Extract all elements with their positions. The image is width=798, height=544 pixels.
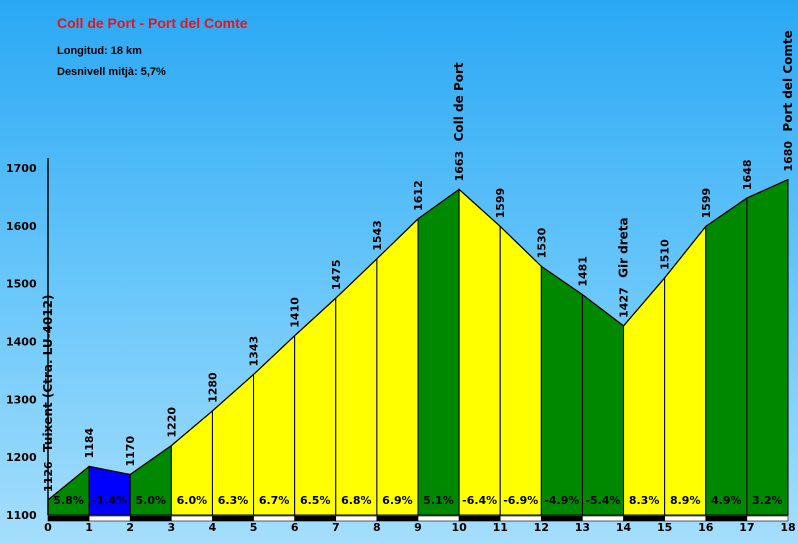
segment-gradient-label: 6.8% [341,494,372,507]
y-tick-label: 1700 [6,162,37,175]
x-tick-label: 11 [493,521,508,534]
segment-gradient-label: 4.9% [711,494,742,507]
profile-segment [417,188,460,516]
elevation-label: 1663 [453,151,466,182]
y-tick-label: 1100 [6,509,37,522]
x-tick-label: 17 [739,521,754,534]
km-strip-block [253,515,295,522]
x-tick-label: 13 [575,521,590,534]
x-tick-label: 4 [209,521,217,534]
elevation-label: 1280 [206,372,219,403]
km-strip-block [47,515,90,522]
chart-title: Coll de Port - Port del Comte [57,15,248,31]
profile-segment [335,257,378,516]
x-tick-label: 16 [698,521,714,534]
segment-gradient-label: 6.5% [300,494,331,507]
elevation-label: 1599 [700,188,713,219]
x-tick-label: 14 [616,521,632,534]
y-tick-label: 1400 [6,336,37,349]
elevation-label: 1481 [576,256,589,287]
length-info: Longitud: 18 km [57,45,142,57]
elevation-label: 1126 [42,461,55,492]
elevation-label: 1680 [782,141,795,172]
profile-segment [540,265,583,516]
y-tick-label: 1600 [6,220,37,233]
segment-gradient-label: 5.1% [423,494,454,507]
x-tick-label: 1 [85,521,93,534]
segment-gradient-label: 6.9% [382,494,413,507]
km-strip-block [376,515,419,522]
elevation-label: 1410 [289,297,302,328]
segment-gradient-label: 8.3% [629,494,660,507]
segment-gradient-label: 5.8% [53,494,84,507]
segment-gradient-label: -6.9% [503,494,538,507]
segment-gradient-label: 6.7% [259,494,290,507]
place-annotation: Tuixent (Ctra. LU-4012) [41,294,55,451]
x-tick-label: 15 [657,521,672,534]
elevation-label: 1510 [659,239,672,270]
profile-segment [499,225,542,516]
x-tick-label: 2 [126,521,134,534]
elevation-label: 1530 [535,227,548,258]
elevation-label: 1612 [412,180,425,211]
x-tick-label: 12 [534,521,549,534]
profile-segment [458,188,501,516]
profile-segment [705,197,748,516]
profile-segment [746,178,789,516]
profile-segment [376,217,419,516]
y-tick-label: 1300 [6,393,37,406]
elevation-label: 1599 [494,188,507,219]
segment-gradient-label: 5.0% [136,494,167,507]
elevation-label: 1170 [124,436,137,467]
x-tick-label: 8 [373,521,381,534]
x-tick-label: 0 [44,521,52,534]
km-strip-block [746,515,789,522]
segment-gradient-label: -1.4% [92,494,127,507]
place-annotation: Gir dreta [617,217,631,278]
elevation-label: 1648 [741,159,754,190]
elevation-label: 1427 [618,287,631,318]
segment-gradient-label: 6.0% [177,494,208,507]
profile-line [47,179,789,501]
km-strip-block [171,515,213,522]
x-tick-label: 5 [250,521,258,534]
x-tick-label: 9 [414,521,422,534]
km-strip-block [294,515,337,522]
elevation-label: 1543 [371,220,384,251]
x-tick-label: 6 [291,521,299,534]
x-tick-label: 7 [332,521,340,534]
y-tick-label: 1200 [6,451,37,464]
km-strip-block [88,515,131,522]
gradient-info: Desnivell mitjà: 5,7% [57,66,166,78]
y-tick-label: 1500 [6,278,37,291]
x-tick-label: 18 [780,521,795,534]
x-tick-label: 3 [168,521,176,534]
km-strip-block [212,515,254,522]
segment-gradient-label: 6.3% [218,494,249,507]
segment-gradient-label: -4.9% [544,494,579,507]
elevation-label: 1220 [165,407,178,438]
profile-segment [581,293,625,516]
segment-gradient-label: 3.2% [752,494,783,507]
km-strip-block [335,515,378,522]
km-strip-block [129,515,172,522]
elevation-label: 1343 [248,336,261,367]
x-tick-label: 10 [451,521,467,534]
place-annotation: Coll de Port [452,62,466,141]
segment-gradient-label: -6.4% [462,494,497,507]
segment-gradient-label: 8.9% [670,494,701,507]
elevation-label: 1184 [83,427,96,458]
segment-gradient-label: -5.4% [585,494,620,507]
place-annotation: Port del Comte [781,30,795,131]
elevation-label: 1475 [330,260,343,291]
